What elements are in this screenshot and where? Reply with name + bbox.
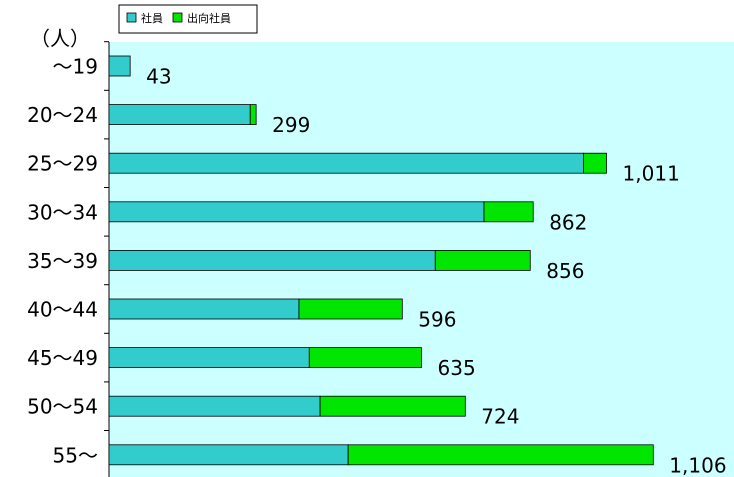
- data-label: 299: [272, 113, 310, 137]
- unit-label: （人）: [30, 27, 90, 51]
- bar-segment: [298, 298, 403, 320]
- bar-segment: [319, 395, 466, 417]
- y-tick-label: 40～44: [27, 298, 98, 322]
- y-tick-label: 25～29: [27, 152, 98, 176]
- data-label: 596: [418, 308, 456, 332]
- bar-segment: [308, 347, 422, 369]
- data-label: 1,011: [623, 162, 680, 186]
- bar-segment: [108, 347, 310, 369]
- bar-segment: [434, 249, 531, 271]
- data-label: 1,106: [669, 453, 726, 477]
- legend-box: [118, 4, 258, 34]
- y-tick-label: 45～49: [27, 346, 98, 370]
- bar-segment: [108, 104, 251, 125]
- bar-segment: [108, 298, 300, 320]
- data-label: 43: [146, 65, 171, 89]
- y-tick-label: 20～24: [27, 103, 98, 127]
- y-tick-label: 55～: [53, 443, 98, 467]
- y-tick-label: 50～54: [27, 395, 98, 419]
- bar-segment: [108, 444, 349, 466]
- legend-label: 出向社員: [187, 11, 231, 25]
- legend-swatch: [126, 12, 137, 23]
- bar-segment: [483, 201, 534, 223]
- data-label: 862: [549, 210, 587, 234]
- bar-segment: [108, 395, 321, 417]
- bar-segment: [108, 249, 436, 271]
- data-label: 856: [546, 259, 584, 283]
- y-tick-label: 35～39: [27, 249, 98, 273]
- legend-swatch: [172, 12, 183, 23]
- bar-segment: [347, 444, 654, 466]
- legend-label: 社員: [141, 11, 163, 25]
- y-tick-label: 30～34: [27, 200, 98, 224]
- y-tick-label: ～19: [53, 55, 98, 79]
- bar-segment: [583, 152, 607, 174]
- data-label: 724: [481, 405, 519, 429]
- data-label: 635: [438, 356, 476, 380]
- bar-segment: [108, 152, 584, 174]
- bar-segment: [249, 104, 257, 125]
- bar-segment: [108, 201, 485, 223]
- bar-segment: [108, 55, 131, 77]
